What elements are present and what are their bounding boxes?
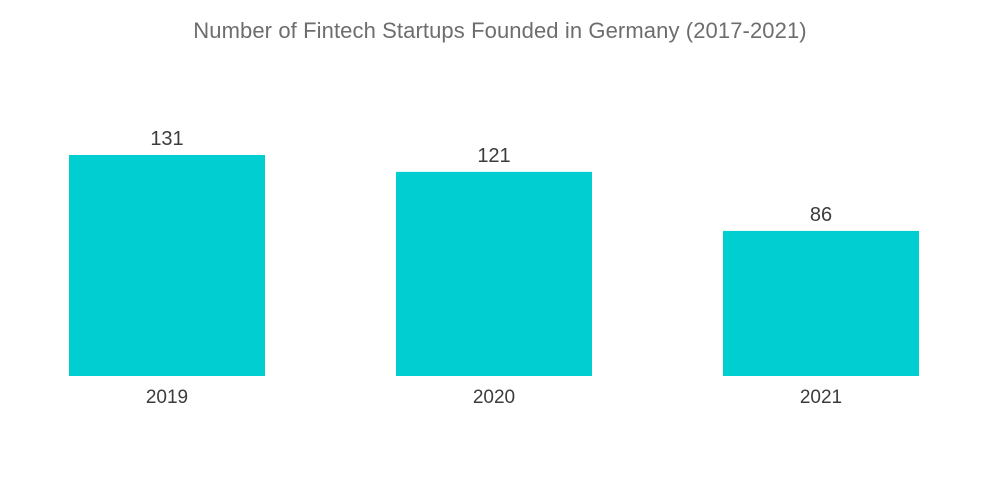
bar-2019 (69, 155, 265, 376)
value-label-2021: 86 (810, 204, 832, 226)
bar-2020 (396, 171, 592, 376)
bars-layer (69, 155, 919, 376)
bar-2021 (723, 230, 919, 376)
value-label-2020: 121 (477, 145, 510, 167)
x-axis-tick-labels: 2019 2020 2021 (146, 387, 842, 408)
value-label-2019: 131 (150, 128, 183, 150)
chart-title: Number of Fintech Startups Founded in Ge… (193, 18, 807, 43)
x-tick-label-2019: 2019 (146, 387, 188, 408)
x-tick-label-2021: 2021 (800, 387, 842, 408)
x-tick-label-2020: 2020 (473, 387, 515, 408)
value-labels-layer: 131 121 86 (150, 128, 832, 226)
